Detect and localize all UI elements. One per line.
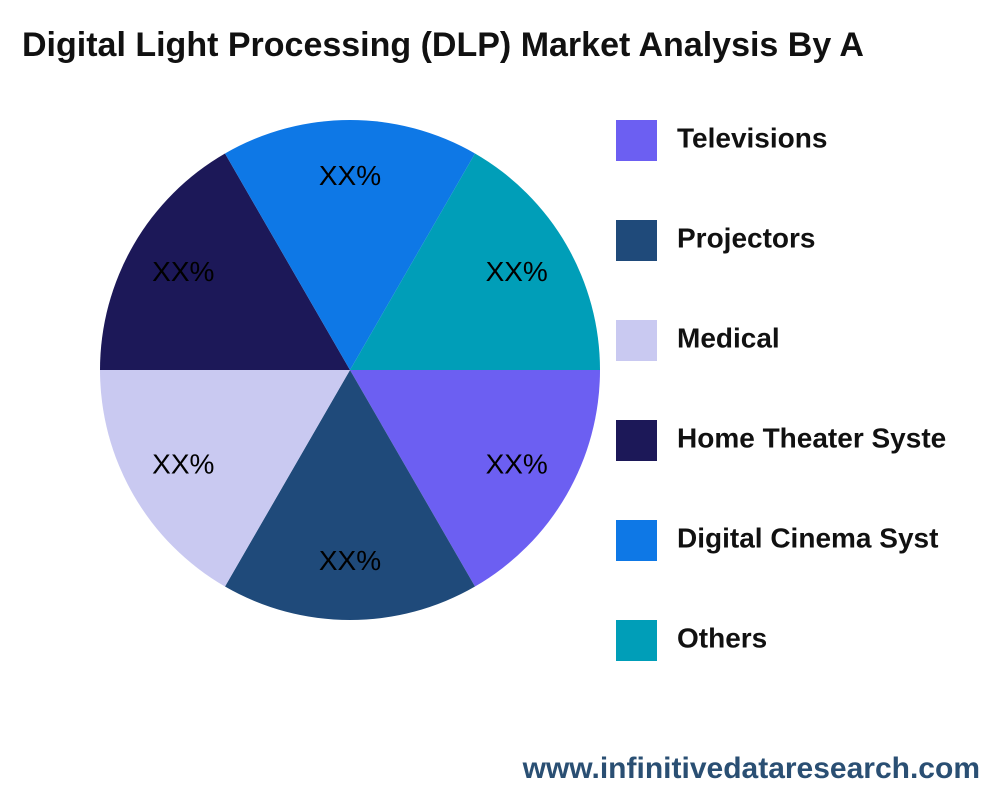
legend-label: Medical (677, 322, 780, 353)
pie-slice (350, 370, 600, 587)
footer: www.infinitivedataresearch.com (522, 752, 980, 785)
slice-label: XX% (486, 449, 548, 480)
legend-swatch (616, 320, 657, 361)
pie-slice (100, 153, 350, 370)
legend-label: Digital Cinema Syst (677, 522, 938, 553)
slice-label: XX% (319, 160, 381, 191)
slice-label: XX% (152, 256, 214, 287)
legend-swatch (616, 520, 657, 561)
legend-swatch (616, 220, 657, 261)
pie-slice (225, 119, 475, 370)
pie-slice (225, 370, 475, 620)
slice-label: XX% (319, 545, 381, 576)
legend-swatch (616, 420, 657, 461)
legend-swatch (616, 120, 657, 161)
legend-label: Televisions (677, 122, 827, 153)
legend-swatch (616, 620, 657, 661)
pie-slice (100, 370, 350, 587)
legend-label: Home Theater Syste (677, 422, 946, 453)
legend-label: Others (677, 622, 767, 653)
legend-label: Projectors (677, 222, 816, 253)
pie-slice (350, 153, 600, 370)
slice-label: XX% (486, 256, 548, 287)
chart-title: Digital Light Processing (DLP) Market An… (22, 26, 864, 64)
slice-label: XX% (152, 449, 214, 480)
